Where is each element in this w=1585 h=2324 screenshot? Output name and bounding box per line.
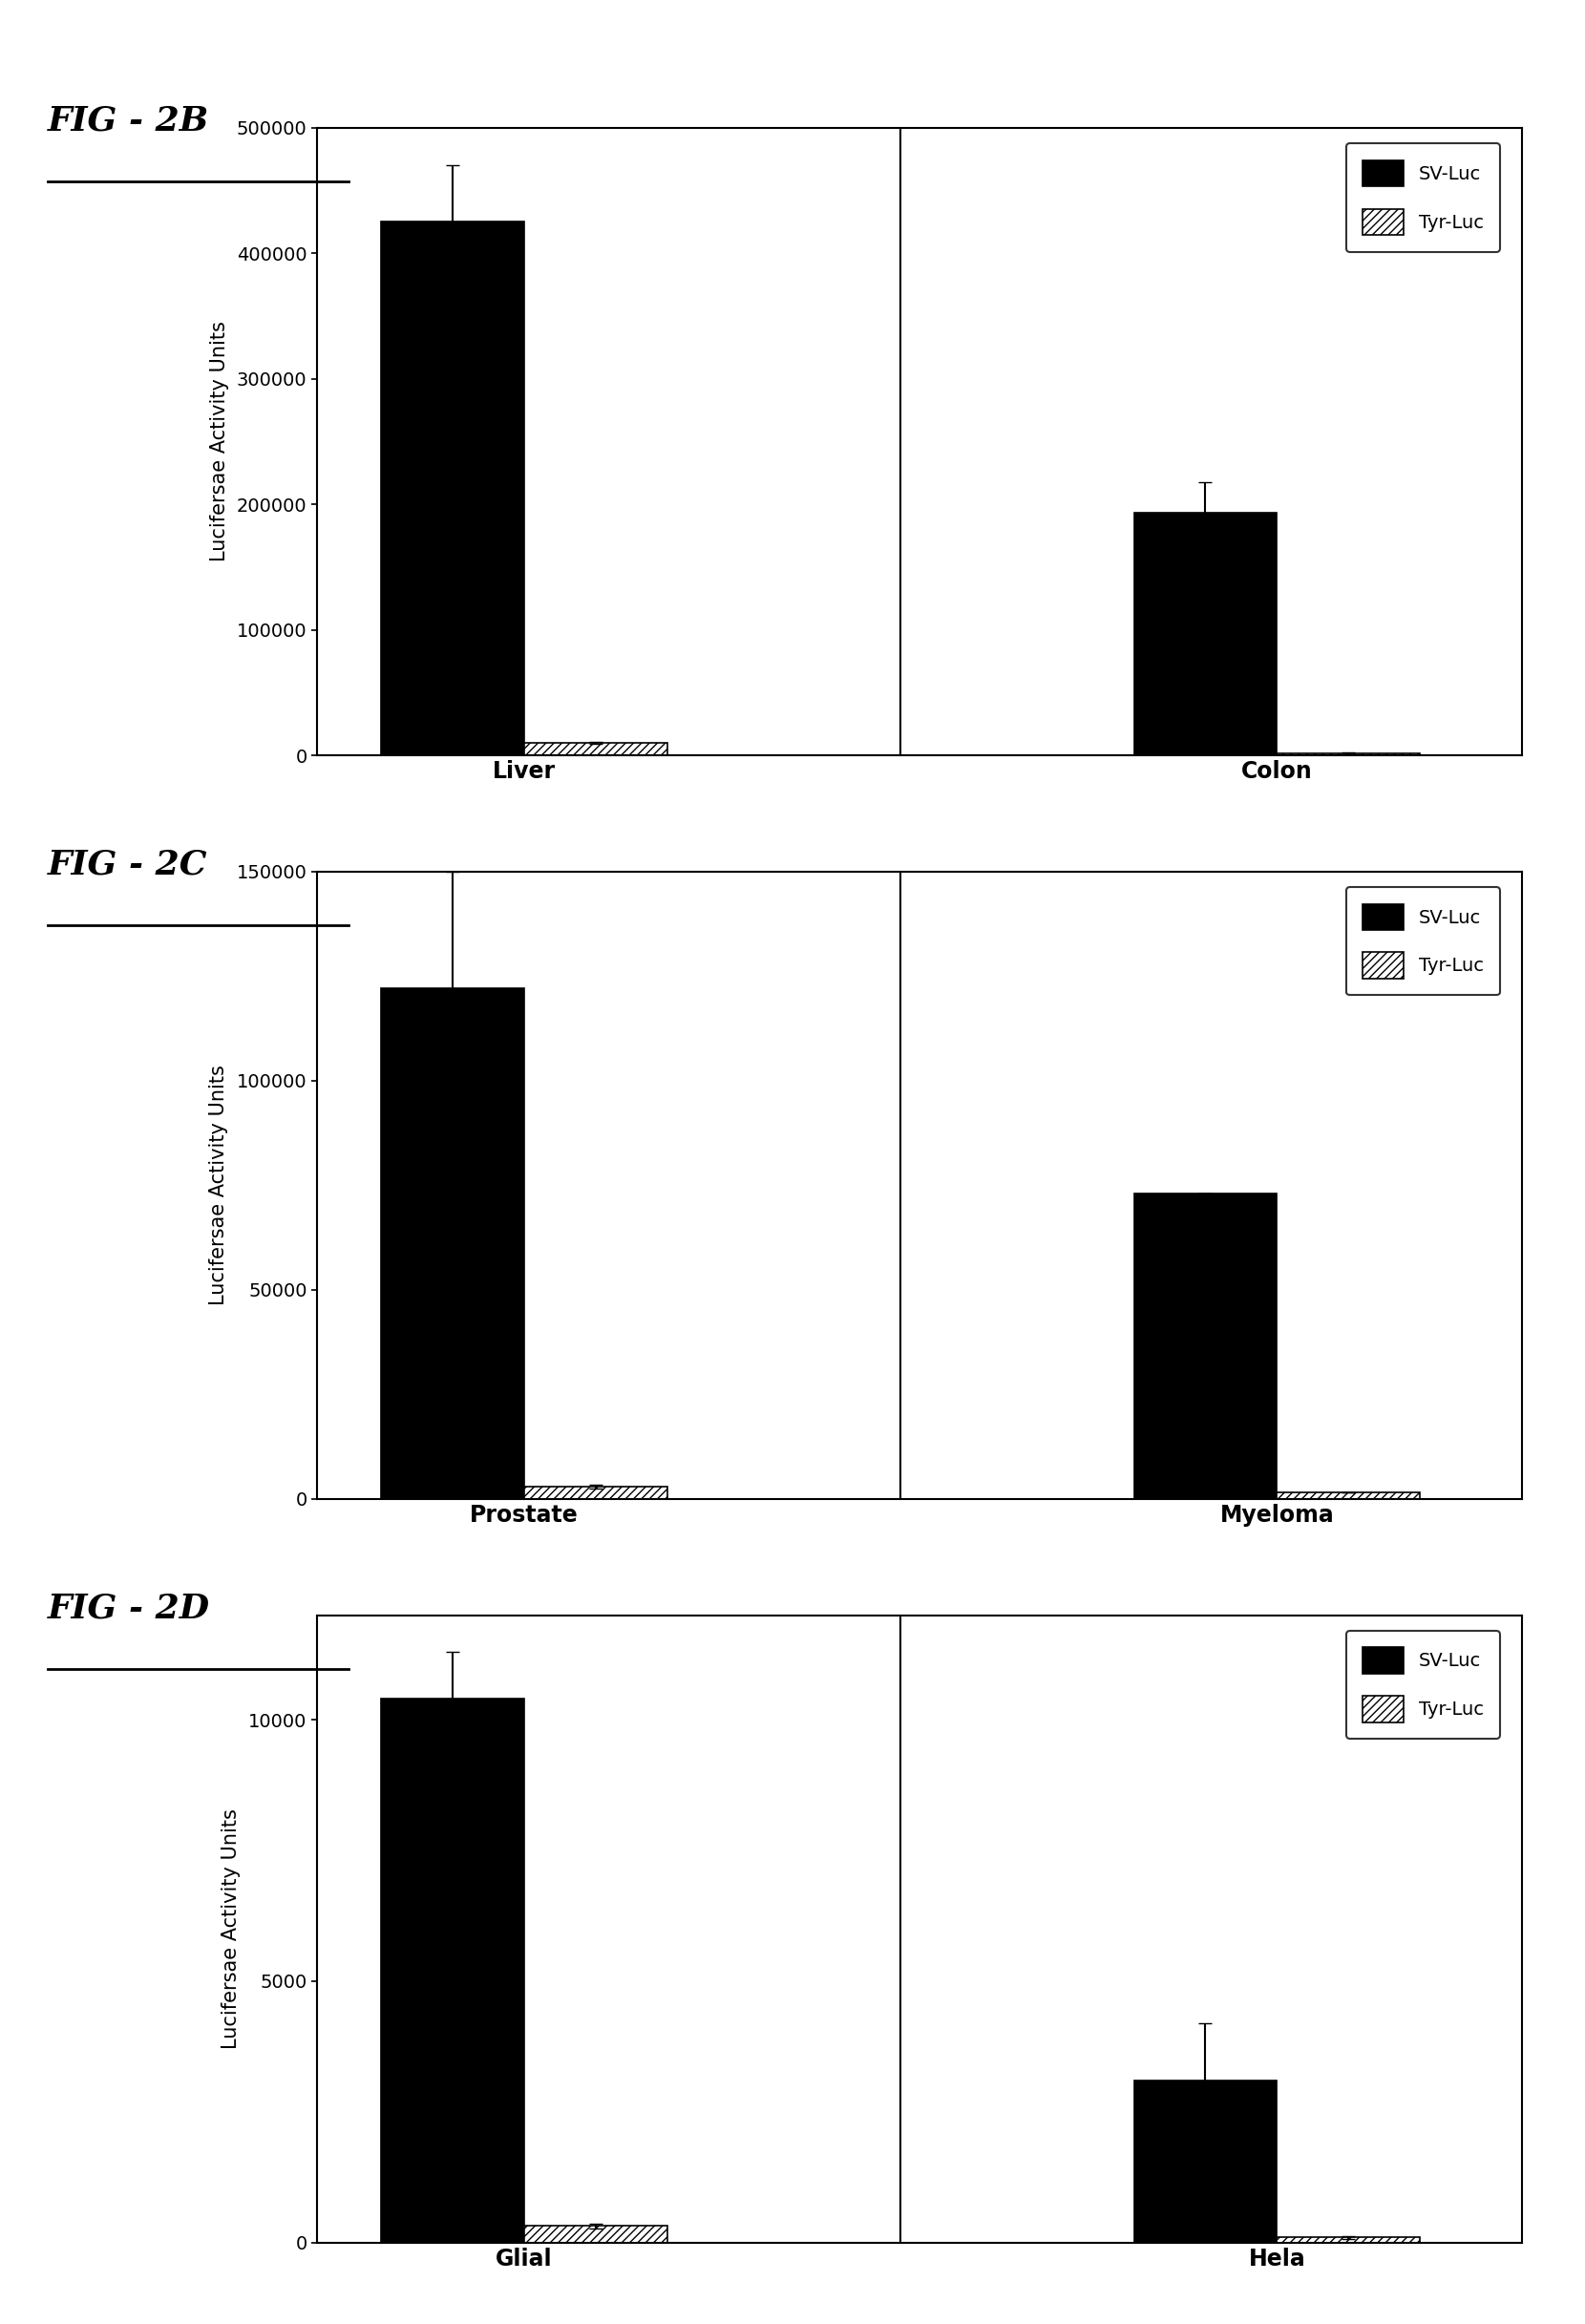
Y-axis label: Lucifersae Activity Units: Lucifersae Activity Units <box>222 1808 241 2050</box>
Y-axis label: Lucifersae Activity Units: Lucifersae Activity Units <box>209 1064 228 1306</box>
Legend: SV-Luc, Tyr-Luc: SV-Luc, Tyr-Luc <box>1346 1631 1501 1738</box>
Bar <box>1133 1195 1278 1499</box>
Bar <box>1133 514 1278 755</box>
Y-axis label: Lucifersae Activity Units: Lucifersae Activity Units <box>209 321 228 562</box>
Bar <box>1278 1492 1420 1499</box>
Bar <box>1133 2080 1278 2243</box>
Text: FIG - 2D: FIG - 2D <box>48 1592 209 1624</box>
Text: FIG - 2C: FIG - 2C <box>48 848 208 881</box>
Legend: SV-Luc, Tyr-Luc: SV-Luc, Tyr-Luc <box>1346 888 1501 995</box>
Legend: SV-Luc, Tyr-Luc: SV-Luc, Tyr-Luc <box>1346 144 1501 251</box>
Bar <box>525 2226 667 2243</box>
Bar <box>525 1487 667 1499</box>
Text: FIG - 2B: FIG - 2B <box>48 105 209 137</box>
Bar <box>380 988 525 1499</box>
Bar <box>380 1699 525 2243</box>
Bar <box>1278 2238 1420 2243</box>
Bar <box>525 744 667 755</box>
Bar <box>380 223 525 755</box>
